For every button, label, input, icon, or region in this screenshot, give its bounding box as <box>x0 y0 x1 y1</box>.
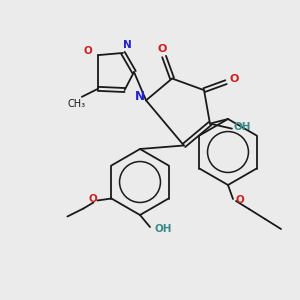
Text: O: O <box>230 74 239 84</box>
Text: CH₃: CH₃ <box>68 99 86 109</box>
Text: N: N <box>135 90 145 103</box>
Text: O: O <box>83 46 92 56</box>
Text: N: N <box>123 40 131 50</box>
Text: OH: OH <box>233 122 251 132</box>
Text: O: O <box>236 195 244 205</box>
Text: O: O <box>158 44 167 53</box>
Text: OH: OH <box>154 224 172 234</box>
Text: O: O <box>88 194 97 205</box>
